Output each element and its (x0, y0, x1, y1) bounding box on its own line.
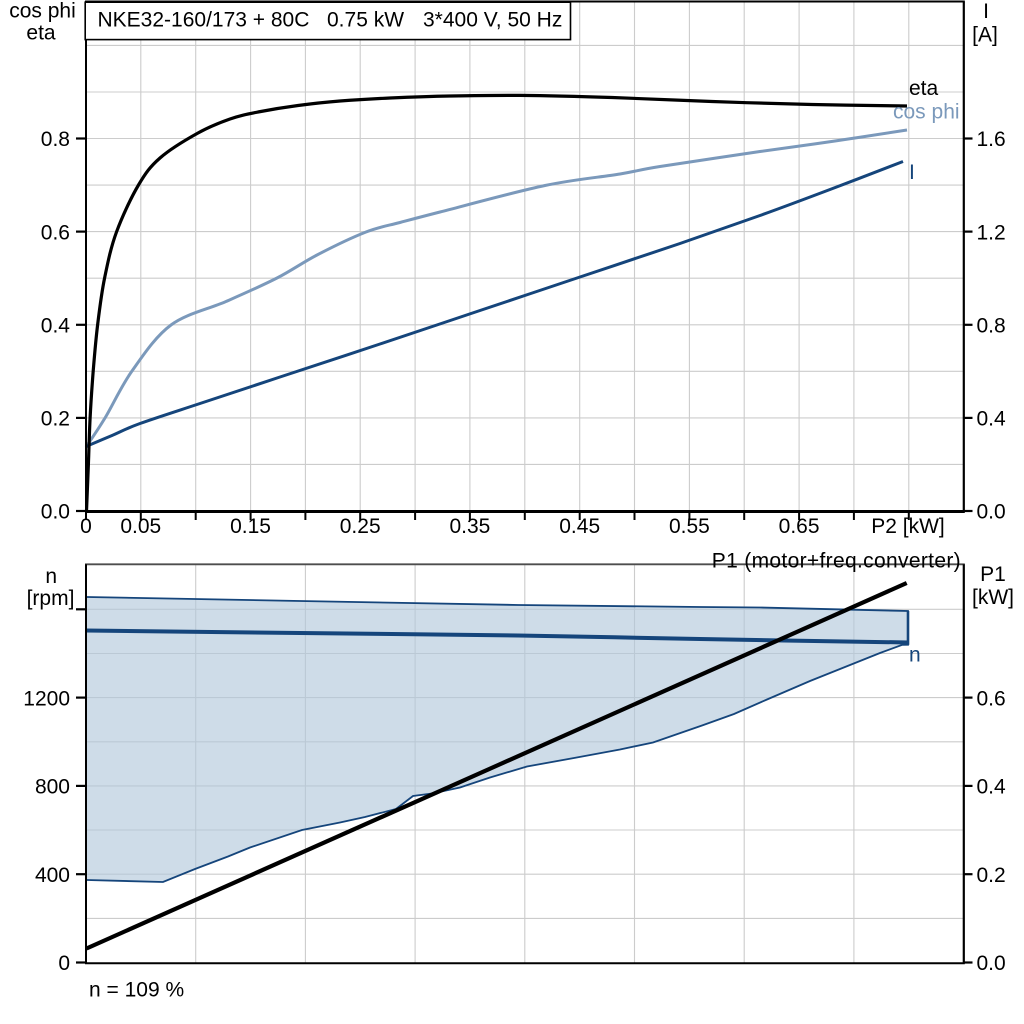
svg-text:0.05: 0.05 (120, 515, 161, 538)
svg-text:0.25: 0.25 (340, 515, 381, 538)
svg-text:P2 [kW]: P2 [kW] (871, 515, 945, 538)
svg-text:I: I (909, 161, 915, 184)
svg-text:P1 (motor+freq.converter): P1 (motor+freq.converter) (712, 550, 961, 573)
svg-text:[kW]: [kW] (972, 586, 1014, 609)
svg-text:0.4: 0.4 (41, 315, 71, 338)
svg-text:0.2: 0.2 (977, 864, 1006, 887)
svg-text:0.2: 0.2 (41, 408, 70, 431)
svg-text:n = 109 %: n = 109 % (89, 979, 184, 1002)
svg-text:1200: 1200 (23, 687, 70, 710)
svg-text:0: 0 (80, 515, 92, 538)
svg-text:0.0: 0.0 (41, 501, 70, 524)
svg-text:eta: eta (26, 22, 56, 45)
svg-text:400: 400 (35, 864, 70, 887)
svg-text:cos phi: cos phi (893, 101, 960, 124)
svg-text:800: 800 (35, 776, 70, 799)
svg-text:eta: eta (909, 77, 939, 100)
svg-text:[A]: [A] (972, 24, 998, 47)
svg-text:0: 0 (58, 952, 70, 975)
svg-text:1.2: 1.2 (977, 221, 1006, 244)
svg-text:0.75 kW: 0.75 kW (327, 9, 404, 32)
svg-text:[rpm]: [rpm] (27, 587, 75, 610)
svg-text:0.15: 0.15 (230, 515, 271, 538)
svg-text:3*400 V, 50 Hz: 3*400 V, 50 Hz (423, 9, 562, 32)
svg-text:0.35: 0.35 (449, 515, 490, 538)
svg-text:n: n (909, 644, 921, 667)
svg-text:0.8: 0.8 (977, 315, 1006, 338)
svg-text:0.6: 0.6 (977, 687, 1006, 710)
svg-text:1.6: 1.6 (977, 128, 1006, 151)
svg-text:0.4: 0.4 (977, 408, 1007, 431)
svg-text:0.0: 0.0 (977, 501, 1006, 524)
svg-text:n: n (45, 565, 57, 588)
svg-text:0.6: 0.6 (41, 221, 70, 244)
svg-text:0.55: 0.55 (669, 515, 710, 538)
svg-text:cos phi: cos phi (9, 0, 76, 23)
svg-text:NKE32-160/173 + 80C: NKE32-160/173 + 80C (98, 9, 310, 32)
svg-text:0.4: 0.4 (977, 776, 1007, 799)
svg-text:I: I (983, 0, 989, 23)
svg-text:0.0: 0.0 (977, 952, 1006, 975)
svg-text:0.65: 0.65 (779, 515, 820, 538)
svg-text:0.8: 0.8 (41, 128, 70, 151)
svg-text:0.45: 0.45 (559, 515, 600, 538)
svg-text:P1: P1 (980, 563, 1006, 586)
